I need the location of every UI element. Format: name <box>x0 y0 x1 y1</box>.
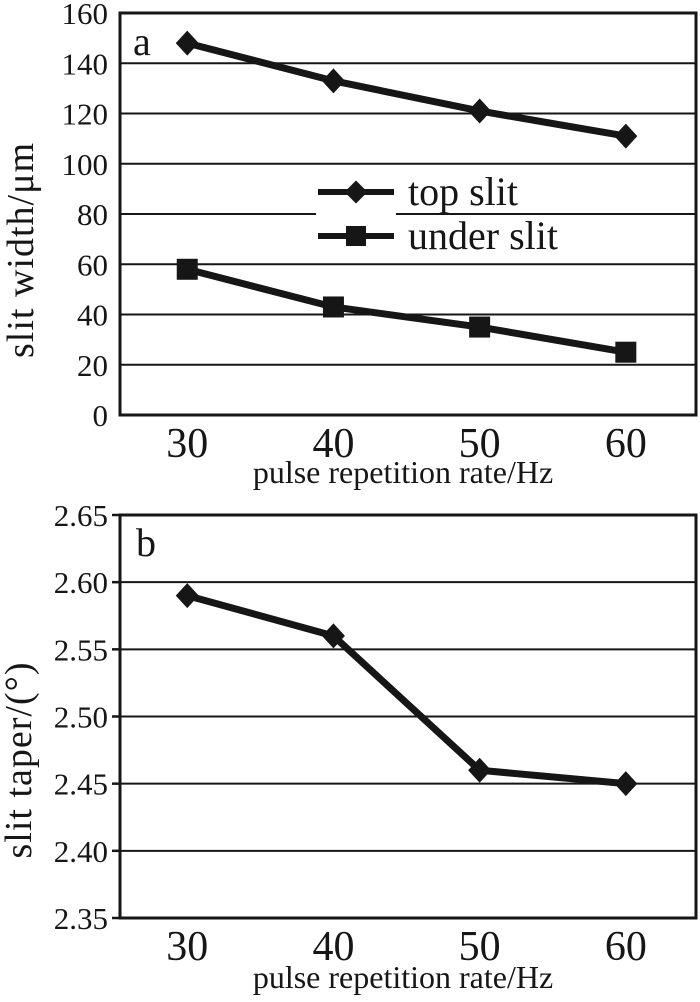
x-tick-label: 40 <box>312 421 354 467</box>
x-tick-label: 40 <box>312 924 354 970</box>
y-tick-label: 140 <box>62 46 109 81</box>
y-tick-label: 160 <box>62 0 109 31</box>
x-tick-label: 30 <box>166 421 208 467</box>
series-line-top-slit <box>183 39 630 140</box>
y-tick-label: 2.60 <box>54 565 108 600</box>
diamond-marker <box>468 757 492 783</box>
legend-entry-top-slit: top slit <box>316 170 558 214</box>
square-marker <box>322 296 344 318</box>
plot-border <box>118 11 698 417</box>
y-tick-label: 2.55 <box>54 632 108 667</box>
y-tick-label: 2.35 <box>54 901 108 936</box>
diamond-marker <box>321 68 345 94</box>
y-tick-label: 100 <box>62 147 109 182</box>
chart-a-x-axis-label: pulse repetition rate/Hz <box>252 454 554 490</box>
diamond-marker <box>175 30 199 56</box>
x-tick-label: 30 <box>166 924 208 970</box>
diamond-marker <box>175 583 199 609</box>
diamond-marker-sample-icon <box>316 170 396 214</box>
y-tick-label: 40 <box>77 298 108 333</box>
diamond-marker <box>468 98 492 124</box>
y-tick-label: 2.40 <box>54 834 108 869</box>
x-tick-label: 60 <box>605 924 647 970</box>
chart-a-slit-width: 0 20 40 60 80 100 120 140 160 30 40 50 60 a slit wid… <box>0 0 700 490</box>
square-marker <box>615 341 637 363</box>
x-tick-label: 50 <box>459 421 501 467</box>
legend-entry-under-slit: under slit <box>316 214 558 258</box>
chart-a-panel-label: a <box>133 19 151 64</box>
y-tick-label: 120 <box>62 97 109 132</box>
square-marker-sample-icon <box>316 214 396 258</box>
y-tick-label: 2.65 <box>54 498 108 533</box>
legend-label-top-slit: top slit <box>408 169 519 214</box>
chart-a-plot-area: 0 20 40 60 80 100 120 140 160 30 40 50 60 <box>62 0 698 467</box>
y-tick-label: 2.45 <box>54 767 108 802</box>
chart-b-panel-label: b <box>136 520 156 565</box>
chart-b-x-axis-label: pulse repetition rate/Hz <box>252 959 554 995</box>
chart-b-slit-taper: 2.35 2.40 2.45 2.50 2.55 2.60 2.65 30 40 50 60 b s… <box>0 490 700 1002</box>
y-tick-label: 60 <box>77 247 108 282</box>
chart-b-y-axis-label: slit taper/(°) <box>0 661 40 859</box>
y-tick-label: 2.50 <box>54 700 108 735</box>
chart-a-y-axis-label: slit width/μm <box>0 141 42 359</box>
y-tick-label: 80 <box>77 197 108 232</box>
series-line-under-slit <box>183 265 630 356</box>
chart-b-plot-area: 2.35 2.40 2.45 2.50 2.55 2.60 2.65 30 40 50 60 <box>54 498 698 970</box>
chart-a-legend: top slit under slit <box>316 170 558 258</box>
y-tick-label: 20 <box>77 348 108 383</box>
square-marker <box>469 316 491 338</box>
x-tick-label: 50 <box>459 924 501 970</box>
legend-label-under-slit: under slit <box>408 213 558 258</box>
diamond-marker <box>614 771 638 797</box>
diamond-marker <box>321 623 345 649</box>
y-tick-label: 0 <box>93 398 109 433</box>
series-line-slit-taper <box>183 592 630 788</box>
x-tick-label: 60 <box>605 421 647 467</box>
square-marker <box>176 258 198 280</box>
diamond-marker <box>614 123 638 149</box>
